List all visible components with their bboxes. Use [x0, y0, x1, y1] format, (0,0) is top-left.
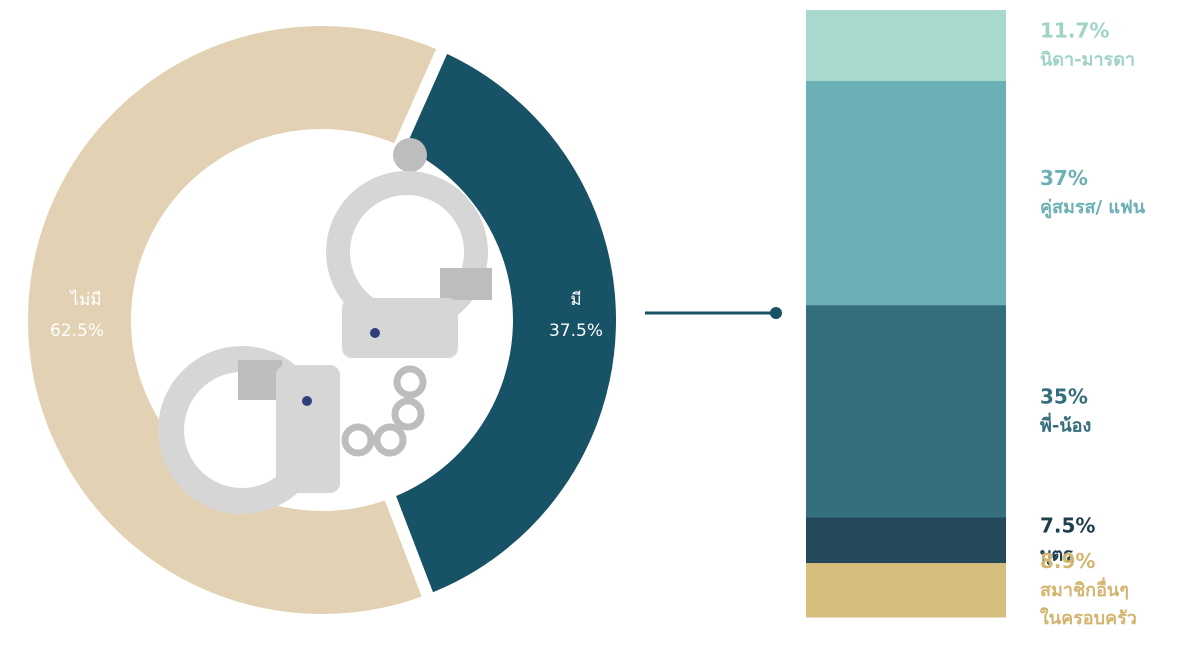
segment-category-label-0: นิดา-มารดา [1040, 49, 1135, 70]
segment-value-label-3: 7.5% [1040, 513, 1095, 537]
segment-value-label-0: 11.7% [1040, 18, 1109, 42]
segment-value-label-4: 8.9% [1040, 549, 1095, 573]
slice-value-yes: 37.5% [549, 321, 603, 341]
donut-chart [16, 14, 628, 626]
stack-segment-3 [806, 517, 1006, 564]
slice-label-no: ไม่มี [69, 289, 102, 310]
stack-segment-4 [806, 563, 1006, 618]
slice-label-yes: มี [570, 290, 581, 310]
stack-segment-2 [806, 305, 1006, 519]
stacked-bar-labels: 11.7% นิดา-มารดา 37% คู่สมรส/ แฟน 35% พี่-น้อ… [1040, 18, 1146, 629]
segment-category-label-4: สมาชิกอื่นๆ [1040, 577, 1129, 601]
slice-value-no: 62.5% [50, 321, 104, 341]
handcuffs-icon [158, 138, 492, 514]
segment-value-label-2: 35% [1040, 384, 1088, 408]
stack-segment-1 [806, 80, 1006, 306]
segment-category-label-1: คู่สมรส/ แฟน [1040, 197, 1146, 219]
segment-value-label-1: 37% [1040, 166, 1088, 190]
donut-slice-yes [380, 38, 628, 608]
stack-segment-0 [806, 10, 1006, 82]
stacked-bar [806, 10, 1006, 618]
segment-category-label-2: พี่-น้อง [1040, 412, 1091, 436]
segment-category-label-3: บุตร [1040, 544, 1073, 566]
connector-dot [770, 307, 782, 319]
segment-category-label-4: ในครอบครัว [1040, 607, 1137, 629]
